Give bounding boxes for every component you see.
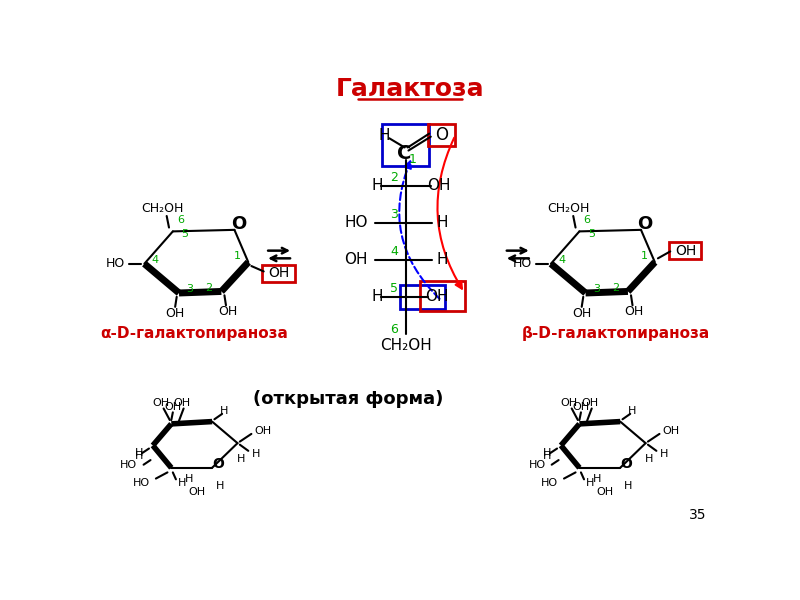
- Text: 5: 5: [390, 282, 398, 295]
- Text: OH: OH: [344, 253, 368, 268]
- Text: O: O: [230, 215, 246, 233]
- FancyArrowPatch shape: [438, 137, 462, 289]
- Text: 3: 3: [186, 284, 194, 294]
- Text: α-D-галактопираноза: α-D-галактопираноза: [101, 326, 288, 341]
- Text: OH: OH: [560, 398, 577, 408]
- Text: 2: 2: [206, 283, 213, 293]
- Text: O: O: [621, 457, 632, 471]
- Text: H: H: [178, 478, 186, 488]
- Text: H: H: [628, 406, 637, 416]
- Text: O: O: [435, 126, 448, 144]
- Text: OH: OH: [572, 307, 591, 320]
- Text: 4: 4: [558, 255, 566, 265]
- Text: OH: OH: [572, 402, 590, 412]
- Text: 6: 6: [390, 323, 398, 337]
- Text: H: H: [237, 454, 245, 464]
- Text: 2: 2: [390, 171, 398, 184]
- Text: OH: OH: [188, 487, 206, 497]
- Bar: [400, 284, 445, 309]
- Text: OH: OH: [254, 426, 271, 436]
- Text: HO: HO: [528, 460, 546, 470]
- Text: CH₂OH: CH₂OH: [547, 202, 590, 215]
- Text: H: H: [437, 215, 449, 230]
- Text: H: H: [185, 473, 193, 484]
- Text: OH: OH: [269, 266, 290, 280]
- Text: C: C: [397, 144, 411, 163]
- Text: 35: 35: [689, 508, 706, 523]
- Bar: [669, 242, 701, 259]
- Bar: [428, 124, 455, 146]
- Bar: [382, 124, 430, 166]
- Text: H: H: [216, 481, 224, 491]
- Text: HO: HO: [133, 478, 150, 488]
- Text: HO: HO: [541, 478, 558, 488]
- Text: OH: OH: [426, 178, 450, 193]
- Text: CH₂OH: CH₂OH: [141, 202, 183, 215]
- Text: H: H: [659, 449, 668, 459]
- Text: H: H: [624, 481, 632, 491]
- Bar: [420, 281, 465, 311]
- Text: HO: HO: [120, 460, 138, 470]
- Text: H: H: [134, 448, 143, 458]
- Text: 3: 3: [390, 208, 398, 221]
- Text: OH: OH: [662, 426, 680, 436]
- Text: H: H: [586, 478, 594, 488]
- Text: H: H: [371, 289, 382, 304]
- Text: 4: 4: [151, 255, 158, 265]
- Text: H: H: [251, 449, 260, 459]
- Text: (открытая форма): (открытая форма): [254, 390, 443, 408]
- Text: H: H: [220, 406, 229, 416]
- Text: OH: OH: [426, 289, 449, 304]
- Text: OH: OH: [174, 398, 190, 408]
- Text: CH₂OH: CH₂OH: [380, 338, 432, 353]
- Text: 3: 3: [593, 284, 600, 294]
- Text: Галактоза: Галактоза: [336, 77, 484, 101]
- Text: OH: OH: [218, 305, 237, 318]
- Text: H: H: [593, 473, 602, 484]
- Text: H: H: [437, 253, 449, 268]
- Text: 1: 1: [641, 251, 647, 261]
- Text: OH: OH: [625, 305, 644, 318]
- FancyArrowPatch shape: [399, 161, 439, 299]
- Text: OH: OH: [164, 402, 182, 412]
- Text: HO: HO: [344, 215, 368, 230]
- Text: 6: 6: [584, 215, 590, 225]
- Text: β-D-галактопираноза: β-D-галактопираноза: [522, 326, 710, 341]
- Text: H: H: [543, 448, 551, 458]
- Text: HO: HO: [513, 257, 532, 270]
- Text: HO: HO: [106, 257, 125, 270]
- Text: OH: OH: [152, 398, 169, 408]
- Text: OH: OH: [596, 487, 614, 497]
- Text: 5: 5: [588, 229, 595, 239]
- Text: 5: 5: [182, 229, 189, 239]
- Text: H: H: [371, 178, 382, 193]
- Text: H: H: [134, 451, 143, 461]
- Text: H: H: [379, 128, 390, 143]
- Text: 1: 1: [409, 153, 417, 166]
- Text: O: O: [212, 457, 224, 471]
- Text: 6: 6: [177, 215, 184, 225]
- Text: OH: OH: [582, 398, 598, 408]
- Text: O: O: [638, 215, 653, 233]
- Text: 1: 1: [234, 251, 241, 261]
- Text: 2: 2: [612, 283, 619, 293]
- Text: H: H: [543, 451, 551, 461]
- Bar: [262, 265, 294, 282]
- Text: H: H: [645, 454, 653, 464]
- Text: 4: 4: [390, 245, 398, 258]
- Text: OH: OH: [675, 244, 696, 259]
- Text: OH: OH: [166, 307, 185, 320]
